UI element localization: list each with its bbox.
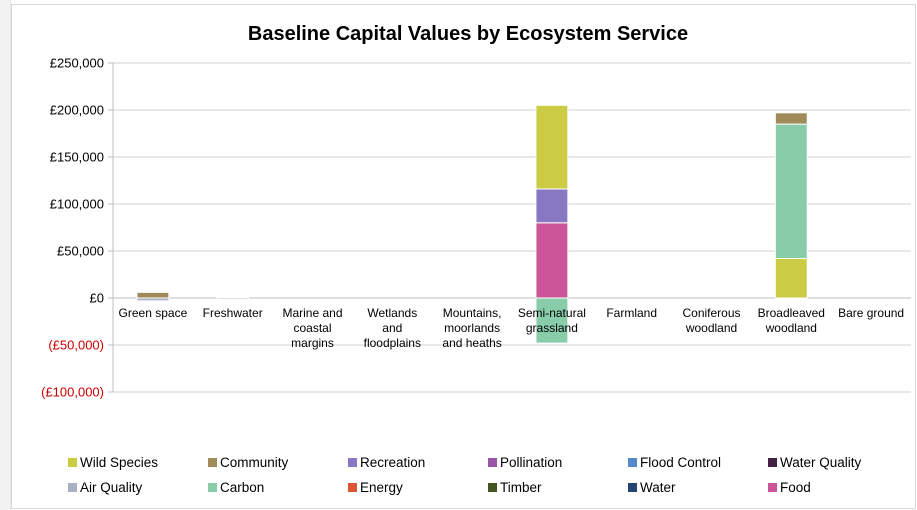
y-tick-label: (£50,000) xyxy=(48,338,104,353)
legend-swatch xyxy=(488,483,497,492)
bar-segment xyxy=(535,297,569,344)
y-tick-label: £0 xyxy=(90,291,104,306)
x-tick-label: Mountains, moorlands and heaths xyxy=(442,306,501,350)
legend-label: Food xyxy=(780,480,811,495)
y-tick-label: £250,000 xyxy=(50,56,104,71)
legend-swatch xyxy=(348,483,357,492)
legend-label: Pollination xyxy=(500,455,562,470)
legend: Wild Species Community Recreation Pollinati… xyxy=(68,455,862,495)
bar-segment xyxy=(774,112,808,125)
legend-swatch xyxy=(488,458,497,467)
x-tick-label: Semi-natural grassland xyxy=(518,306,586,335)
x-tick-label: Green space xyxy=(119,306,188,320)
bar-segment xyxy=(774,258,808,299)
bar-segment xyxy=(535,222,569,299)
legend-swatch xyxy=(768,458,777,467)
legend-swatch xyxy=(628,458,637,467)
bar-segment xyxy=(774,123,808,260)
y-tick-label: £200,000 xyxy=(50,103,104,118)
chart-frame xyxy=(11,4,916,509)
legend-label: Flood Control xyxy=(640,455,721,470)
legend-label: Energy xyxy=(360,480,403,495)
x-tick-label: Farmland xyxy=(606,306,657,320)
legend-label: Air Quality xyxy=(80,480,143,495)
x-tick-label: Coniferous woodland xyxy=(682,306,740,335)
legend-swatch xyxy=(768,483,777,492)
legend-label: Carbon xyxy=(220,480,264,495)
y-axis-ticks: £250,000 £200,000 £150,000 £100,000 £50,000 £… xyxy=(41,56,104,400)
legend-swatch xyxy=(208,458,217,467)
x-tick-label: Bare ground xyxy=(838,306,904,320)
legend-label: Water Quality xyxy=(780,455,862,470)
bar-segment xyxy=(136,297,170,302)
x-tick-label: Wetlands and floodplains xyxy=(364,306,421,350)
bar-segment xyxy=(136,291,170,299)
legend-swatch xyxy=(348,458,357,467)
y-tick-label: £100,000 xyxy=(50,197,104,212)
legend-label: Timber xyxy=(500,480,542,495)
bar-segment xyxy=(535,104,569,190)
bar-segment xyxy=(216,297,250,300)
bar-segment xyxy=(535,188,569,224)
legend-label: Water xyxy=(640,480,676,495)
legend-swatch xyxy=(68,458,77,467)
chart-title: Baseline Capital Values by Ecosystem Ser… xyxy=(248,23,688,45)
y-tick-label: £150,000 xyxy=(50,150,104,165)
bars xyxy=(136,104,808,344)
legend-label: Wild Species xyxy=(80,455,158,470)
x-tick-label: Marine and coastal margins xyxy=(282,306,342,350)
window-edge xyxy=(0,0,11,510)
legend-swatch xyxy=(68,483,77,492)
y-tick-label: (£100,000) xyxy=(41,385,104,400)
x-tick-label: Broadleaved woodland xyxy=(758,306,825,335)
legend-swatch xyxy=(208,483,217,492)
legend-swatch xyxy=(628,483,637,492)
x-tick-label: Freshwater xyxy=(203,306,263,320)
legend-label: Community xyxy=(220,455,289,470)
legend-label: Recreation xyxy=(360,455,425,470)
x-axis-ticks: Green space Freshwater Marine and coastal ma… xyxy=(119,306,905,350)
y-tick-label: £50,000 xyxy=(57,244,104,259)
